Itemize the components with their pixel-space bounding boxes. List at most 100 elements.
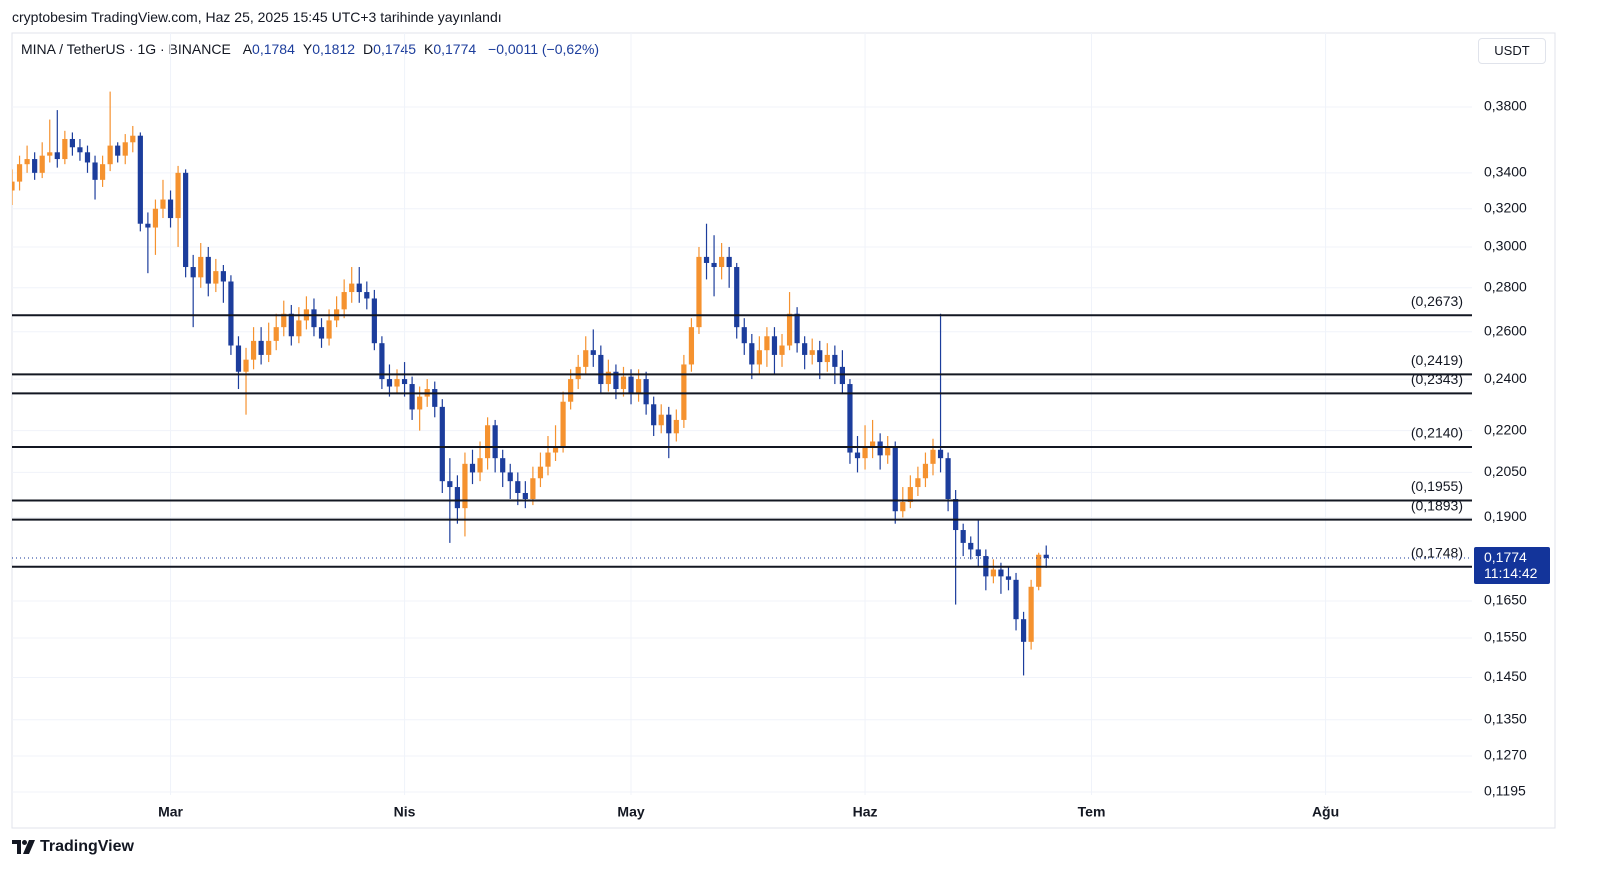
candle-body — [175, 172, 181, 219]
candle-body — [62, 138, 68, 160]
candle-body — [545, 452, 551, 467]
candle-body — [160, 199, 166, 209]
level-label: (0,2673) — [1411, 293, 1463, 309]
candle-body — [839, 366, 846, 385]
candle-body — [145, 223, 151, 228]
candle-body — [273, 327, 279, 341]
candle-body — [734, 267, 740, 328]
candle-body — [492, 425, 498, 459]
candle-body — [877, 441, 883, 456]
candle-body — [213, 271, 219, 284]
candle-body — [99, 164, 106, 180]
candle-body — [628, 376, 634, 395]
candle-body — [530, 478, 536, 500]
x-tick-label: Tem — [1078, 804, 1106, 820]
currency-button[interactable]: USDT — [1478, 38, 1546, 64]
last-price-box — [1474, 547, 1550, 585]
price-change: −0,0011 (−0,62%) — [488, 41, 600, 57]
candle-body — [756, 350, 762, 365]
candle-body — [583, 350, 589, 367]
candle-body — [613, 371, 619, 390]
candle-body — [990, 569, 996, 577]
candle-body — [771, 336, 778, 355]
candle-body — [432, 389, 438, 407]
candle-body — [1013, 579, 1019, 620]
candle-body — [477, 458, 483, 473]
candle-body — [122, 142, 128, 156]
candle-body — [869, 441, 876, 447]
candle-body — [658, 414, 664, 426]
x-tick-label: Ağu — [1312, 804, 1339, 820]
candle-body — [386, 379, 393, 387]
candle-body — [575, 366, 581, 380]
plot-area: (0,2673) (0,2419) (0,2343) (0,2140) (0,1955)… — [12, 91, 1472, 676]
candle-body — [379, 343, 385, 380]
candle-body — [349, 283, 355, 293]
candle-body — [500, 458, 506, 473]
candle-body — [1043, 554, 1049, 559]
ohlc-key: A — [242, 41, 253, 57]
candle-body — [802, 343, 808, 355]
candle-body — [749, 343, 755, 365]
candle-body — [288, 313, 294, 337]
y-tick-label: 0,2050 — [1484, 463, 1527, 479]
candle-body — [673, 419, 679, 434]
candle-body — [703, 256, 710, 263]
candle-body — [311, 309, 317, 328]
candle-body — [24, 159, 30, 165]
candle-body — [552, 446, 559, 453]
candle-body — [220, 271, 226, 282]
candle-body — [1036, 554, 1042, 587]
grid — [12, 33, 1472, 795]
candle-body — [666, 414, 672, 434]
candle-body — [205, 256, 211, 284]
y-tick-label: 0,1270 — [1484, 747, 1527, 763]
y-tick-label: 0,3400 — [1484, 164, 1527, 180]
candle-body — [47, 152, 53, 156]
candle-body — [885, 446, 891, 456]
candle-body — [711, 262, 717, 268]
candle-body — [235, 345, 242, 372]
candle-body — [92, 162, 98, 180]
candle-body — [250, 340, 257, 360]
candle-body — [764, 336, 770, 351]
candle-body — [824, 354, 830, 363]
candle-body — [243, 359, 249, 372]
y-tick-label: 0,1450 — [1484, 668, 1527, 684]
level-label: (0,1893) — [1411, 497, 1463, 513]
candle-body — [945, 458, 951, 500]
candle-body — [417, 396, 423, 410]
brand-logo: TradingView — [12, 838, 134, 856]
candle-body — [968, 542, 974, 550]
candle-body — [439, 406, 445, 482]
candle-body — [726, 256, 732, 268]
ohlc-value: 0,1812 — [312, 41, 356, 57]
candle-body — [507, 472, 513, 482]
candle-body — [696, 256, 702, 328]
candle-body — [651, 404, 657, 426]
candle-body — [326, 320, 332, 339]
y-tick-label: 0,1650 — [1484, 592, 1527, 608]
axes: 0,3800 0,3400 0,3200 0,3000 0,2800 0,2600 0,24… — [158, 98, 1550, 820]
candle-body — [786, 313, 793, 346]
level-label: (0,2419) — [1411, 352, 1463, 368]
y-tick-label: 0,1350 — [1484, 711, 1527, 727]
symbol-legend: MINA / TetherUS · 1G · BINANCE A0,1784 Y0… — [21, 41, 599, 57]
candle-body — [77, 147, 83, 153]
level-label: (0,1955) — [1411, 478, 1463, 494]
candle-body — [719, 256, 725, 268]
candle-body — [198, 256, 204, 278]
level-label: (0,1748) — [1411, 545, 1463, 561]
published-note: cryptobesim TradingView.com, Haz 25, 202… — [12, 9, 502, 25]
y-tick-label: 0,3200 — [1484, 199, 1527, 215]
candle-body — [115, 145, 121, 156]
candle-body — [741, 327, 747, 344]
candle-body — [922, 463, 929, 479]
candle-body — [590, 350, 596, 355]
candle-body — [688, 327, 695, 365]
candle-body — [515, 481, 521, 494]
ohlc-value: 0,1784 — [252, 41, 295, 57]
candle-body — [915, 478, 921, 488]
ohlc-value: 0,1745 — [373, 41, 416, 57]
